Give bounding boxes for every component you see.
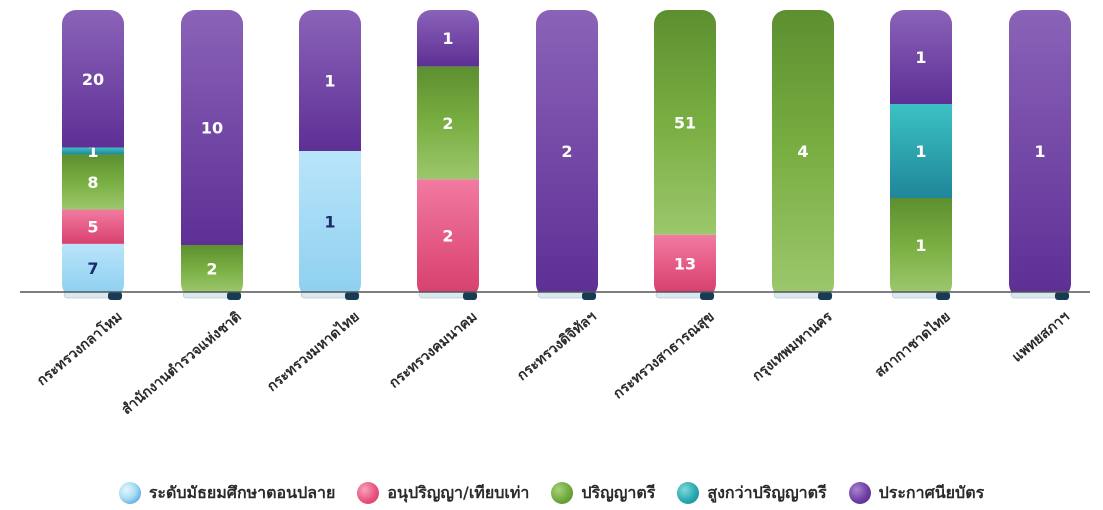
bar-value-label: 20 bbox=[82, 70, 104, 89]
bar-base-knob bbox=[463, 292, 477, 300]
legend-label: อนุปริญญา/เทียบเท่า bbox=[387, 482, 530, 502]
bar-value-label: 1 bbox=[915, 236, 926, 255]
bar-value-label: 51 bbox=[674, 113, 696, 132]
bar-segment bbox=[62, 10, 124, 148]
x-tick-label: กระทรวงกลาโหม bbox=[33, 307, 126, 389]
bar-segment bbox=[890, 198, 952, 292]
x-tick-label: สำนักงานตำรวจแห่งชาติ bbox=[119, 309, 245, 418]
bar-stack: 1 bbox=[1009, 10, 1071, 292]
bar-segment bbox=[654, 234, 716, 292]
legend-swatch bbox=[848, 482, 871, 504]
legend: ระดับมัธยมศึกษาตอนปลาย อนุปริญญา/เทียบเท่… bbox=[0, 478, 1103, 508]
bar-stack: 11 bbox=[299, 10, 361, 292]
bar-value-label: 5 bbox=[87, 218, 98, 237]
x-tick-label: กรุงเทพมหานคร bbox=[750, 309, 836, 385]
legend-label: ระดับมัธยมศึกษาตอนปลาย bbox=[148, 482, 336, 502]
bar-stack: 7 5 8 1 20 bbox=[62, 10, 124, 292]
x-tick-label: กระทรวงมหาดไทย bbox=[263, 307, 363, 395]
bar-base-knob bbox=[582, 292, 596, 300]
legend-item: ประกาศนียบัตร bbox=[848, 481, 985, 506]
bar-value-label: 10 bbox=[201, 119, 223, 138]
bar-value-label: 2 bbox=[442, 114, 453, 133]
bar-segment bbox=[890, 10, 952, 104]
bar-base-knob bbox=[700, 292, 714, 300]
bar-base-knob bbox=[108, 292, 122, 300]
x-tick-label: กระทรวงสาธารณสุข bbox=[610, 309, 717, 403]
bar-segment bbox=[654, 10, 716, 235]
bar-value-label: 8 bbox=[87, 173, 98, 192]
legend-label: สูงกว่าปริญญาตรี bbox=[707, 482, 827, 502]
bar-base-knob bbox=[345, 292, 359, 300]
bar-base-knob bbox=[818, 292, 832, 300]
bar-base-knob bbox=[227, 292, 241, 300]
bar-segment bbox=[62, 147, 124, 155]
bar-segment bbox=[417, 179, 479, 292]
legend-item: สูงกว่าปริญญาตรี bbox=[677, 481, 827, 506]
bar-stack: 4 bbox=[772, 10, 834, 292]
bar-value-label: 1 bbox=[442, 29, 453, 48]
bar-value-label: 1 bbox=[1034, 142, 1045, 161]
bar-value-label: 13 bbox=[674, 254, 696, 273]
bar-segment bbox=[417, 10, 479, 67]
legend-label: ประกาศนียบัตร bbox=[878, 482, 985, 502]
legend-swatch bbox=[118, 482, 141, 504]
bar-segment bbox=[181, 10, 243, 245]
bar-segment bbox=[299, 151, 361, 292]
legend-label: ปริญญาตรี bbox=[581, 482, 656, 502]
bar-value-label: 1 bbox=[324, 213, 335, 232]
bar-value-label: 2 bbox=[561, 142, 572, 161]
legend-item: ปริญญาตรี bbox=[551, 481, 655, 506]
legend-item: ระดับมัธยมศึกษาตอนปลาย bbox=[118, 481, 336, 506]
bar-segment bbox=[772, 10, 834, 292]
bar-base-knob bbox=[1055, 292, 1069, 300]
legend-swatch bbox=[551, 482, 574, 504]
bar-segment bbox=[62, 243, 124, 292]
bar-value-label: 1 bbox=[87, 142, 98, 161]
bar-segment bbox=[536, 10, 598, 292]
x-tick-label: กระทรวงคมนาคม bbox=[386, 309, 480, 392]
bar-stack: 13 51 bbox=[654, 10, 716, 292]
bar-segment bbox=[890, 104, 952, 198]
bar-stack: 2 2 1 bbox=[417, 10, 479, 292]
bar-segment bbox=[62, 209, 124, 244]
bar-stack: 2 10 bbox=[181, 10, 243, 292]
x-tick-label: แพทยสภาฯ bbox=[1009, 309, 1072, 366]
bar-segment bbox=[1009, 10, 1071, 292]
legend-swatch bbox=[357, 482, 380, 504]
x-tick-label: กระทรวงดิจิทัลฯ bbox=[514, 309, 599, 384]
bar-segment bbox=[417, 66, 479, 180]
bar-value-label: 7 bbox=[87, 259, 98, 278]
bar-base-knob bbox=[936, 292, 950, 300]
bar-value-label: 2 bbox=[442, 227, 453, 246]
bar-segment bbox=[181, 245, 243, 292]
legend-swatch bbox=[677, 482, 700, 504]
bar-value-label: 1 bbox=[915, 142, 926, 161]
bar-stack: 1 1 1 bbox=[890, 10, 952, 292]
bar-value-label: 4 bbox=[797, 142, 808, 161]
bar-segment bbox=[299, 10, 361, 151]
bar-segment bbox=[62, 154, 124, 210]
legend-item: อนุปริญญา/เทียบเท่า bbox=[357, 481, 529, 506]
bar-stack: 2 bbox=[536, 10, 598, 292]
bar-value-label: 1 bbox=[915, 48, 926, 67]
bar-value-label: 2 bbox=[206, 260, 217, 279]
x-tick-label: สภากาชาดไทย bbox=[871, 307, 954, 381]
bar-value-label: 1 bbox=[324, 72, 335, 91]
